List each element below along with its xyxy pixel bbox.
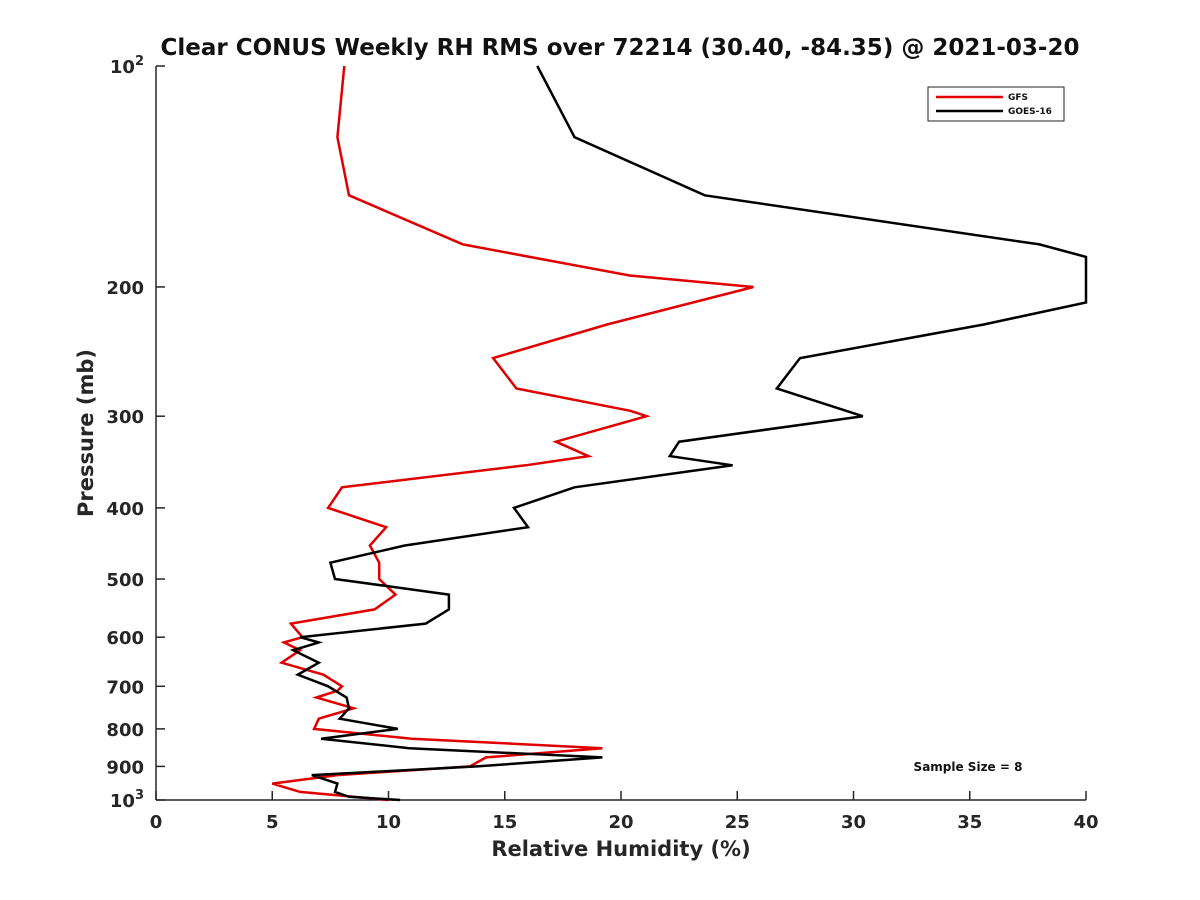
- y-tick-label-base: 900: [106, 757, 144, 778]
- y-tick-label: 400: [106, 499, 144, 520]
- x-tick-label: 0: [150, 812, 163, 833]
- x-tick-label: 35: [957, 812, 982, 833]
- y-tick-label: 800: [106, 720, 144, 741]
- y-tick-label-base: 300: [106, 407, 144, 428]
- series-line-gfs: [271, 65, 754, 802]
- x-tick-label: 10: [376, 812, 401, 833]
- y-tick-label: 300: [106, 407, 144, 428]
- y-tick-label: 103: [110, 788, 144, 812]
- legend: GFS GOES-16: [927, 86, 1065, 122]
- legend-box: [927, 86, 1065, 122]
- series-group: [271, 65, 1088, 802]
- y-tick-label-exponent: 2: [135, 54, 144, 69]
- y-tick-label-base: 10: [110, 791, 135, 812]
- sample-size-annotation: Sample Size = 8: [914, 760, 1023, 774]
- x-tick-label: 30: [841, 812, 866, 833]
- y-tick-label: 200: [106, 278, 144, 299]
- plot-area: [155, 66, 1086, 801]
- x-axis-label: Relative Humidity (%): [491, 837, 750, 861]
- y-tick-label-exponent: 3: [135, 788, 144, 803]
- chart-title: Clear CONUS Weekly RH RMS over 72214 (30…: [161, 35, 1080, 61]
- y-tick-label: 900: [106, 757, 144, 778]
- legend-label-gfs: GFS: [1008, 93, 1028, 103]
- y-tick-label-base: 200: [106, 278, 144, 299]
- x-ticks: 0 5 10 15 20 25 30 35 40: [150, 791, 1099, 833]
- y-tick-label: 500: [106, 570, 144, 591]
- y-tick-label-base: 500: [106, 570, 144, 591]
- x-tick-label: 5: [266, 812, 279, 833]
- x-tick-label: 20: [608, 812, 633, 833]
- x-tick-label: 40: [1073, 812, 1098, 833]
- legend-label-goes16: GOES-16: [1008, 107, 1052, 117]
- x-tick-label: 25: [725, 812, 750, 833]
- series-line-goes16: [289, 65, 1088, 802]
- y-tick-label: 600: [106, 628, 144, 649]
- y-axis-label: Pressure (mb): [74, 349, 98, 517]
- x-tick-label: 15: [492, 812, 517, 833]
- y-tick-label-base: 700: [106, 677, 144, 698]
- y-tick-label-base: 400: [106, 499, 144, 520]
- y-tick-label-base: 800: [106, 720, 144, 741]
- y-tick-label-base: 10: [110, 57, 135, 78]
- y-tick-label: 700: [106, 677, 144, 698]
- y-tick-label-base: 600: [106, 628, 144, 649]
- y-tick-label: 102: [110, 54, 144, 78]
